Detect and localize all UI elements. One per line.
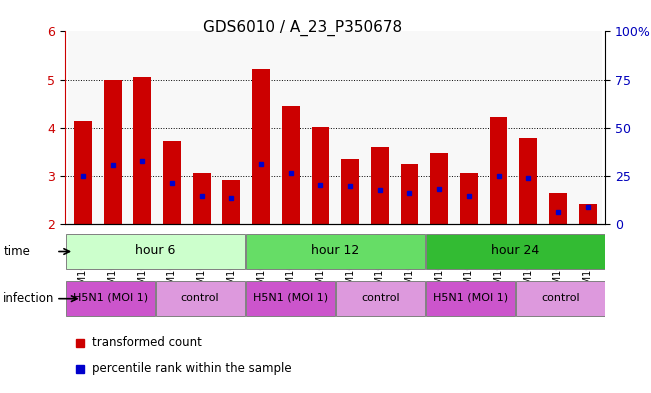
Bar	[573, 31, 602, 224]
Bar	[223, 180, 240, 224]
Bar	[157, 31, 187, 224]
Bar	[579, 204, 596, 224]
Text: hour 6: hour 6	[135, 244, 175, 257]
Bar	[74, 121, 92, 224]
Text: hour 24: hour 24	[492, 244, 540, 257]
Bar	[514, 31, 543, 224]
Bar	[484, 31, 514, 224]
Text: H5N1 (MOI 1): H5N1 (MOI 1)	[253, 293, 328, 303]
Bar	[193, 173, 210, 224]
Bar	[490, 117, 508, 224]
Bar	[426, 234, 605, 269]
Bar	[68, 31, 98, 224]
Text: time: time	[3, 245, 30, 258]
Bar	[276, 31, 305, 224]
Bar	[519, 138, 537, 224]
Bar	[156, 281, 245, 316]
Bar	[400, 164, 419, 224]
Bar	[543, 31, 573, 224]
Text: percentile rank within the sample: percentile rank within the sample	[92, 362, 292, 375]
Text: control: control	[181, 293, 219, 303]
Text: control: control	[541, 293, 579, 303]
Bar	[365, 31, 395, 224]
Bar	[424, 31, 454, 224]
Bar	[246, 234, 424, 269]
Bar	[430, 153, 448, 224]
Bar	[516, 281, 605, 316]
Bar	[371, 147, 389, 224]
Bar	[336, 281, 424, 316]
Text: H5N1 (MOI 1): H5N1 (MOI 1)	[433, 293, 508, 303]
Bar	[246, 281, 335, 316]
Text: hour 12: hour 12	[311, 244, 359, 257]
Bar	[128, 31, 157, 224]
Text: control: control	[361, 293, 400, 303]
Text: H5N1 (MOI 1): H5N1 (MOI 1)	[72, 293, 148, 303]
Bar	[252, 69, 270, 224]
Bar	[454, 31, 484, 224]
Bar	[341, 159, 359, 224]
Bar	[163, 141, 181, 224]
Bar	[312, 127, 329, 224]
Bar	[549, 193, 567, 224]
Bar	[335, 31, 365, 224]
Text: infection: infection	[3, 292, 55, 305]
Text: transformed count: transformed count	[92, 336, 202, 349]
Bar	[395, 31, 424, 224]
Bar	[133, 77, 151, 224]
Bar	[98, 31, 128, 224]
Bar	[104, 79, 122, 224]
Bar	[217, 31, 246, 224]
Text: GDS6010 / A_23_P350678: GDS6010 / A_23_P350678	[203, 20, 402, 36]
Bar	[187, 31, 217, 224]
Bar	[66, 234, 245, 269]
Bar	[246, 31, 276, 224]
Bar	[460, 173, 478, 224]
Bar	[305, 31, 335, 224]
Bar	[66, 281, 154, 316]
Bar	[426, 281, 515, 316]
Bar	[282, 106, 299, 224]
